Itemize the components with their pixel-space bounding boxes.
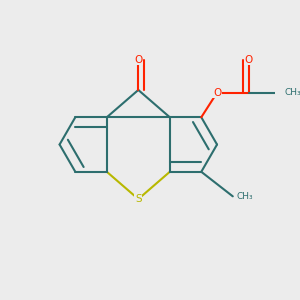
Text: O: O — [213, 88, 221, 98]
Text: S: S — [135, 194, 142, 204]
Text: CH₃: CH₃ — [284, 88, 300, 97]
Text: CH₃: CH₃ — [237, 192, 253, 201]
Text: O: O — [244, 55, 253, 65]
Text: O: O — [134, 55, 142, 65]
